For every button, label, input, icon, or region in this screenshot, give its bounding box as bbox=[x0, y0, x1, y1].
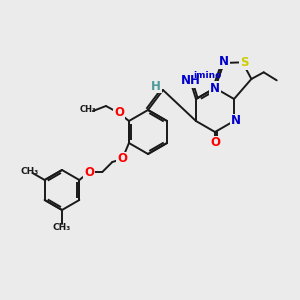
Text: H: H bbox=[151, 80, 161, 92]
Text: N: N bbox=[231, 115, 241, 128]
Text: NH: NH bbox=[181, 74, 201, 88]
Text: N: N bbox=[210, 82, 220, 94]
Text: CH₃: CH₃ bbox=[53, 223, 71, 232]
Text: imino: imino bbox=[193, 71, 221, 80]
Text: S: S bbox=[240, 56, 249, 69]
Text: CH₃: CH₃ bbox=[80, 106, 96, 115]
Text: O: O bbox=[117, 152, 127, 166]
Text: O: O bbox=[84, 166, 94, 178]
Text: O: O bbox=[114, 106, 124, 119]
Text: CH₃: CH₃ bbox=[21, 167, 39, 176]
Text: O: O bbox=[210, 136, 220, 149]
Text: N: N bbox=[219, 56, 229, 68]
